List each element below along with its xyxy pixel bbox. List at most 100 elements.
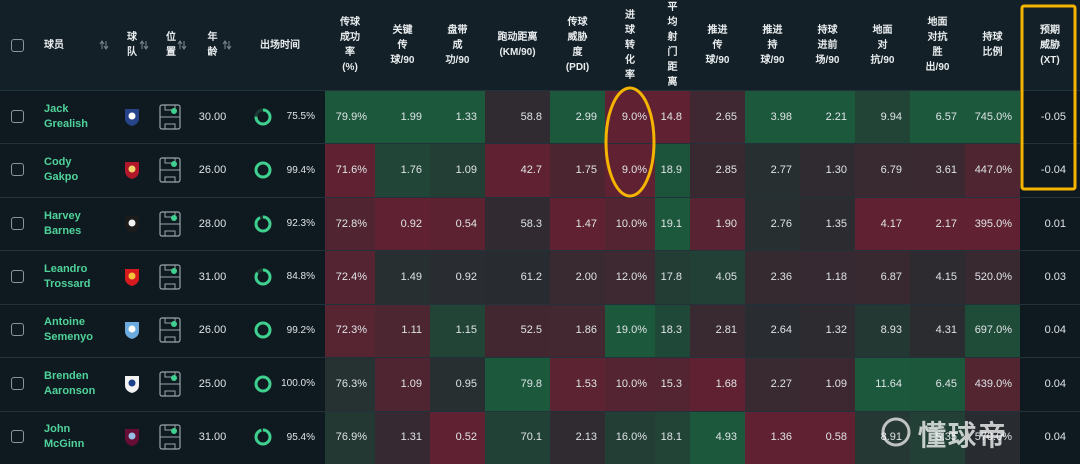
stat-value: 19.0% bbox=[615, 324, 647, 337]
heat-cell bbox=[550, 251, 605, 304]
sort-icon bbox=[99, 40, 109, 50]
stat-value: 3.61 bbox=[935, 164, 957, 177]
row-divider bbox=[0, 357, 1080, 359]
heat-cell bbox=[430, 197, 485, 251]
stat-value: 15.3 bbox=[660, 377, 682, 390]
stat-value: 1.18 bbox=[825, 270, 847, 283]
heat-cell bbox=[745, 91, 800, 144]
heat-cell bbox=[910, 358, 965, 411]
badge-emblem bbox=[128, 112, 136, 120]
stat-value: 14.8 bbox=[660, 110, 682, 123]
player-name[interactable]: Brenden Aaronson bbox=[44, 357, 95, 410]
heat-cell bbox=[690, 411, 745, 464]
stat-value: 2.17 bbox=[935, 217, 957, 230]
stat-value: 52.5 bbox=[520, 324, 542, 337]
stat-value: 17.8 bbox=[660, 270, 682, 283]
sort-icon bbox=[177, 40, 187, 50]
row-divider bbox=[0, 143, 1080, 145]
name-line: Gakpo bbox=[44, 171, 79, 184]
row-checkbox[interactable] bbox=[11, 216, 24, 230]
row-checkbox[interactable] bbox=[11, 270, 24, 283]
select-all-checkbox[interactable] bbox=[11, 39, 24, 52]
heat-cell bbox=[485, 251, 550, 304]
header-text: 对抗 bbox=[927, 32, 948, 43]
minutes-ring bbox=[254, 375, 272, 393]
stat-value: 1.35 bbox=[825, 217, 847, 230]
sort-icon bbox=[222, 40, 232, 50]
age: 28.00 bbox=[198, 217, 227, 230]
heat-cell bbox=[325, 144, 375, 197]
stat-value: 79.8 bbox=[520, 377, 542, 390]
column-header: 平均射门距离 bbox=[655, 0, 690, 90]
player-name[interactable]: Cody Gakpo bbox=[44, 143, 78, 196]
stat-value: 1.09 bbox=[825, 377, 847, 390]
stat-value: 520.0% bbox=[974, 270, 1012, 283]
badge-emblem bbox=[128, 379, 136, 387]
stat-value: 9.0% bbox=[621, 110, 647, 123]
heat-cell bbox=[690, 304, 745, 358]
heat-cell bbox=[910, 144, 965, 197]
heat-cell bbox=[655, 197, 690, 251]
stat-value: 2.00 bbox=[575, 270, 597, 283]
player-name[interactable]: Antoine Semenyo bbox=[44, 304, 93, 357]
stat-value: 76.3% bbox=[335, 377, 367, 390]
player-name[interactable]: Jack Grealish bbox=[44, 90, 88, 143]
pitch-box bbox=[164, 104, 176, 111]
heat-cell bbox=[655, 251, 690, 304]
heat-cell bbox=[550, 91, 605, 144]
header-text: 比例 bbox=[982, 47, 1003, 58]
header-text: 功/90 bbox=[445, 54, 470, 66]
row-checkbox[interactable] bbox=[11, 163, 24, 177]
age: 30.00 bbox=[198, 110, 227, 123]
row-checkbox[interactable] bbox=[11, 430, 24, 444]
stat-value: 71.6% bbox=[335, 164, 367, 177]
name-line: John bbox=[44, 423, 71, 436]
heat-cell bbox=[375, 144, 430, 197]
minutes-pct: 99.2% bbox=[286, 324, 315, 336]
stat-value: 4.31 bbox=[935, 324, 957, 337]
stat-value: 2.64 bbox=[770, 324, 792, 337]
header-text: 持球 bbox=[817, 24, 838, 36]
row-checkbox[interactable] bbox=[11, 109, 24, 123]
position-dot bbox=[171, 214, 177, 221]
stat-value: 1.86 bbox=[575, 324, 597, 337]
row-checkbox[interactable] bbox=[11, 323, 24, 337]
name-line: Grealish bbox=[44, 117, 89, 130]
stat-value: 9.0% bbox=[621, 164, 647, 177]
team-badge bbox=[125, 162, 139, 180]
badge-emblem bbox=[128, 325, 136, 333]
stat-value: 16.0% bbox=[615, 431, 647, 444]
pitch-box bbox=[164, 176, 176, 183]
header-text: 离 bbox=[667, 77, 678, 88]
heat-cell bbox=[910, 411, 965, 464]
heat-cell bbox=[605, 197, 655, 251]
heat-cell bbox=[430, 91, 485, 144]
header-text: (PDI) bbox=[565, 62, 590, 73]
pitch-box bbox=[164, 443, 176, 450]
heat-cell bbox=[430, 304, 485, 358]
stat-value: 1.09 bbox=[455, 164, 477, 177]
pitch-box bbox=[164, 283, 176, 290]
player-name[interactable]: Leandro Trossard bbox=[44, 250, 90, 303]
header-text: 进 bbox=[625, 9, 635, 21]
heat-cell bbox=[855, 358, 910, 411]
stat-value: 5.35 bbox=[935, 431, 957, 444]
name-line: Cody bbox=[44, 156, 72, 169]
player-name[interactable]: John McGinn bbox=[44, 411, 84, 464]
heat-cell bbox=[375, 251, 430, 304]
name-line: Trossard bbox=[44, 277, 91, 290]
header-text: 队 bbox=[127, 47, 137, 58]
stat-value: 6.79 bbox=[880, 164, 902, 177]
heat-cell bbox=[965, 304, 1020, 358]
header-text: 抗/90 bbox=[870, 54, 895, 66]
column-header: 持球 进前 场/90 bbox=[800, 0, 855, 90]
row-checkbox[interactable] bbox=[11, 376, 24, 390]
ring-arc bbox=[254, 161, 272, 179]
stat-value: 4.15 bbox=[935, 270, 957, 283]
header-text: 年 bbox=[207, 32, 218, 43]
stat-value: 18.1 bbox=[660, 431, 682, 444]
player-name[interactable]: Harvey Barnes bbox=[44, 197, 81, 250]
heat-cell bbox=[800, 197, 855, 251]
column-header: 球员 bbox=[35, 0, 112, 90]
